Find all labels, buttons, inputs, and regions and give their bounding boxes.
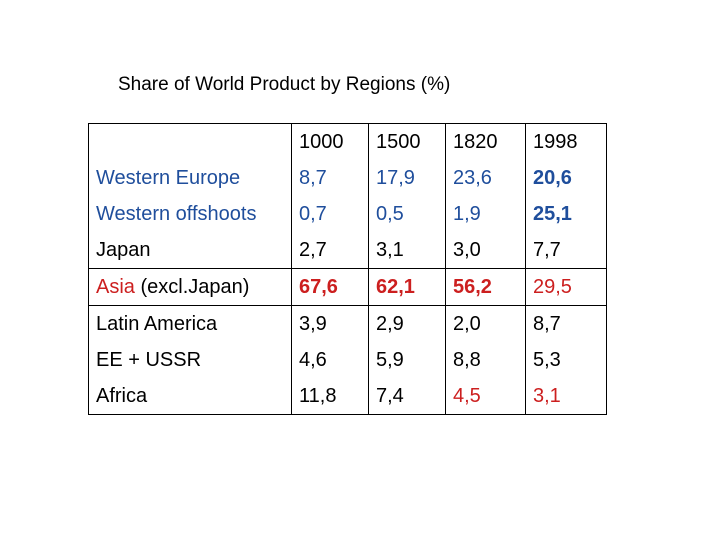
table-row: Western offshoots 0,7 0,5 1,9 25,1 xyxy=(88,196,607,232)
value-cell: 4,6 xyxy=(291,342,369,378)
region-label: Japan xyxy=(88,232,292,269)
table-title: Share of World Product by Regions (%) xyxy=(118,74,451,95)
value-cell: 4,5 xyxy=(445,378,526,415)
world-product-table: 1000 1500 1820 1998 Western Europe 8,7 1… xyxy=(88,123,607,415)
value-cell: 11,8 xyxy=(291,378,369,415)
header-row: 1000 1500 1820 1998 xyxy=(88,123,607,160)
region-label: Africa xyxy=(88,378,292,415)
table-row: EE + USSR 4,6 5,9 8,8 5,3 xyxy=(88,342,607,378)
value-cell: 0,5 xyxy=(368,196,446,232)
value-cell: 5,3 xyxy=(525,342,607,378)
region-label-suffix: (excl.Japan) xyxy=(134,276,250,298)
value-cell: 7,7 xyxy=(525,232,607,269)
value-cell: 3,1 xyxy=(525,378,607,415)
header-cell-1998: 1998 xyxy=(525,123,607,160)
value-cell: 2,7 xyxy=(291,232,369,269)
header-cell-1500: 1500 xyxy=(368,123,446,160)
value-cell: 23,6 xyxy=(445,160,526,196)
region-label: Western offshoots xyxy=(88,196,292,232)
value-cell: 17,9 xyxy=(368,160,446,196)
value-cell: 20,6 xyxy=(525,160,607,196)
table-row: Western Europe 8,7 17,9 23,6 20,6 xyxy=(88,160,607,196)
value-cell: 3,9 xyxy=(291,305,369,342)
header-cell-1000: 1000 xyxy=(291,123,369,160)
value-cell: 25,1 xyxy=(525,196,607,232)
value-cell: 3,1 xyxy=(368,232,446,269)
region-label-asia: Asia xyxy=(96,276,135,298)
value-cell: 1,9 xyxy=(445,196,526,232)
table-row: Africa 11,8 7,4 4,5 3,1 xyxy=(88,378,607,415)
region-label: EE + USSR xyxy=(88,342,292,378)
value-cell: 2,9 xyxy=(368,305,446,342)
table-row: Latin America 3,9 2,9 2,0 8,7 xyxy=(88,305,607,342)
value-cell: 62,1 xyxy=(368,268,446,306)
table-row: Japan 2,7 3,1 3,0 7,7 xyxy=(88,232,607,269)
value-cell: 3,0 xyxy=(445,232,526,269)
value-cell: 7,4 xyxy=(368,378,446,415)
value-cell: 2,0 xyxy=(445,305,526,342)
value-cell: 5,9 xyxy=(368,342,446,378)
region-label: Western Europe xyxy=(88,160,292,196)
value-cell: 0,7 xyxy=(291,196,369,232)
value-cell: 67,6 xyxy=(291,268,369,306)
value-cell: 56,2 xyxy=(445,268,526,306)
value-cell: 8,7 xyxy=(525,305,607,342)
value-cell: 29,5 xyxy=(525,268,607,306)
region-label: Latin America xyxy=(88,305,292,342)
header-cell-1820: 1820 xyxy=(445,123,526,160)
region-label: Asia (excl.Japan) xyxy=(88,268,292,306)
value-cell: 8,8 xyxy=(445,342,526,378)
table-row: Asia (excl.Japan) 67,6 62,1 56,2 29,5 xyxy=(88,268,607,306)
value-cell: 8,7 xyxy=(291,160,369,196)
header-cell-region xyxy=(88,123,292,160)
